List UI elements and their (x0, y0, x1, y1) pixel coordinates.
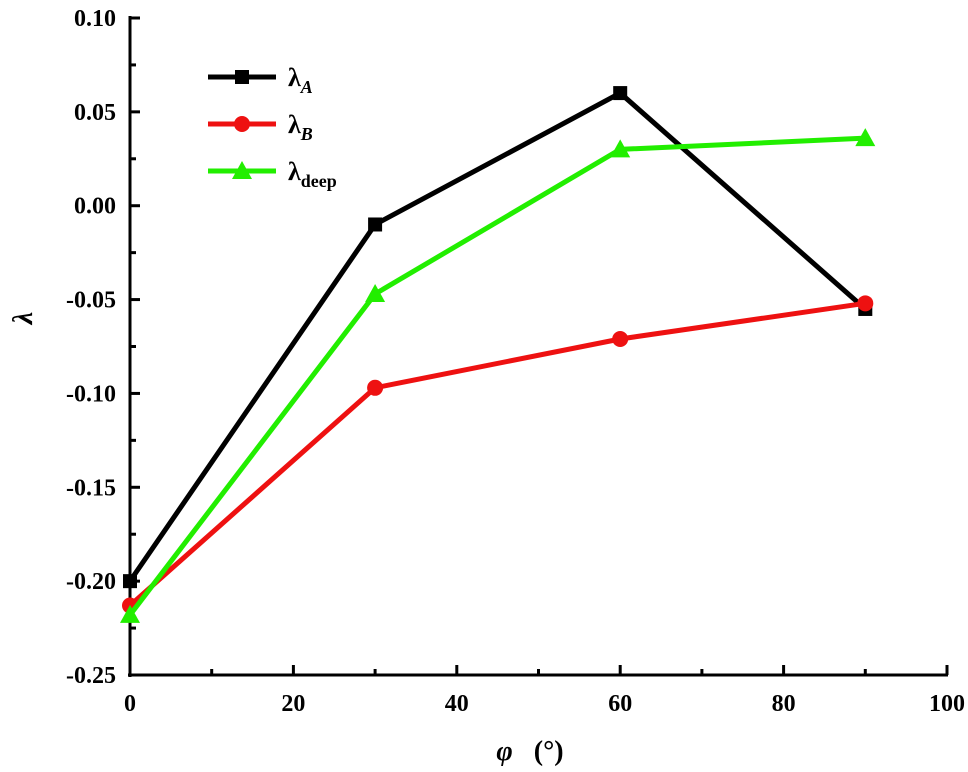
series-B (122, 295, 874, 614)
y-tick-label: -0.20 (66, 569, 116, 595)
y-axis-title: λ (8, 312, 39, 325)
legend-label: λA (288, 63, 313, 97)
series-line-deep (128, 135, 866, 617)
legend-label-subscript: deep (301, 171, 337, 191)
x-axis-title: φ (°) (496, 736, 563, 767)
series-A (123, 86, 873, 589)
x-tick-label: 20 (281, 691, 305, 717)
data-point-deep (855, 128, 876, 147)
y-tick-label: 0.10 (74, 6, 116, 32)
series-deep (120, 128, 876, 623)
x-axis-unit: (°) (534, 736, 564, 767)
legend-marker (235, 70, 249, 84)
legend-entry-deep: λdeep (208, 157, 337, 191)
series-line-A (127, 90, 867, 583)
x-tick-label: 60 (608, 691, 632, 717)
data-point-B (367, 379, 384, 396)
data-point-B (857, 295, 874, 312)
legend-label-subscript: A (300, 77, 313, 97)
y-tick-label: -0.15 (66, 475, 116, 501)
legend-marker (232, 161, 252, 179)
data-point-A (613, 86, 628, 101)
x-tick-label: 80 (772, 691, 796, 717)
x-tick-label: 40 (445, 691, 469, 717)
x-axis-symbol: φ (496, 736, 512, 767)
data-point-A (123, 574, 137, 589)
legend-entry-A: λA (208, 63, 313, 97)
legend-label-base: λ (288, 63, 301, 92)
data-point-deep (120, 604, 140, 623)
x-tick-label: 0 (124, 691, 136, 717)
y-tick-label: 0.00 (74, 194, 116, 220)
data-point-deep (610, 139, 631, 158)
legend-label-base: λ (288, 157, 301, 186)
x-tick-label: 100 (929, 691, 965, 717)
legend-label-subscript: B (300, 124, 313, 144)
y-tick-label: -0.10 (66, 381, 116, 407)
legend-label-base: λ (288, 110, 301, 139)
data-point-deep (365, 283, 386, 302)
legend-label: λdeep (288, 157, 337, 191)
y-tick-label: 0.05 (74, 100, 116, 126)
data-point-A (368, 217, 383, 232)
legend-label: λB (288, 110, 313, 144)
legend-entry-B: λB (208, 110, 313, 144)
legend-marker (234, 116, 250, 132)
series-layer (120, 86, 876, 623)
y-tick-label: -0.05 (66, 288, 116, 314)
y-tick-label: -0.25 (66, 663, 116, 689)
axes (128, 16, 948, 677)
ticks: 0.10 0.05 0.00 -0.05 -0.10 -0.15 -0.20 -0.25 0 20… (66, 6, 965, 717)
series-line-B (128, 300, 866, 608)
data-point-B (612, 330, 629, 347)
